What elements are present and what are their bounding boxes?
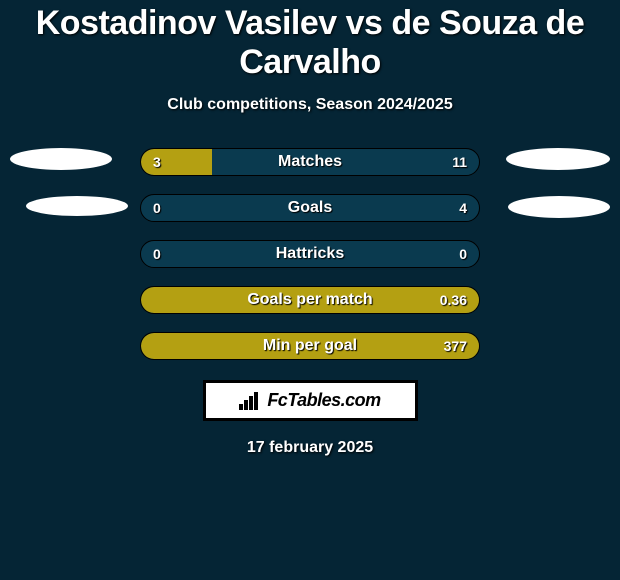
subtitle: Club competitions, Season 2024/2025 <box>0 96 620 114</box>
comparison-card: Kostadinov Vasilev vs de Souza de Carval… <box>0 0 620 457</box>
stat-label: Min per goal <box>141 337 479 355</box>
stat-bars: 3Matches110Goals40Hattricks0Goals per ma… <box>140 148 480 360</box>
stat-value-right: 11 <box>452 154 467 170</box>
stat-value-right: 0 <box>459 246 467 262</box>
stat-value-right: 0.36 <box>440 292 467 308</box>
stat-bar: Min per goal377 <box>140 332 480 360</box>
stat-value-right: 377 <box>444 338 467 354</box>
stat-bar: 0Hattricks0 <box>140 240 480 268</box>
left-avatars <box>10 148 128 216</box>
avatar-placeholder <box>506 148 610 170</box>
brand-text: FcTables.com <box>267 390 380 411</box>
right-avatars <box>506 148 610 218</box>
stat-label: Hattricks <box>141 245 479 263</box>
stat-bar: 0Goals4 <box>140 194 480 222</box>
page-title: Kostadinov Vasilev vs de Souza de Carval… <box>0 4 620 82</box>
stat-area: 3Matches110Goals40Hattricks0Goals per ma… <box>0 148 620 360</box>
avatar-placeholder <box>26 196 128 216</box>
stat-label: Matches <box>141 153 479 171</box>
stat-bar: 3Matches11 <box>140 148 480 176</box>
stat-label: Goals <box>141 199 479 217</box>
brand-box[interactable]: FcTables.com <box>203 380 418 421</box>
stat-value-right: 4 <box>459 200 467 216</box>
date-label: 17 february 2025 <box>0 439 620 457</box>
stat-bar: Goals per match0.36 <box>140 286 480 314</box>
brand-bar-icon <box>239 392 261 410</box>
stat-label: Goals per match <box>141 291 479 309</box>
avatar-placeholder <box>10 148 112 170</box>
avatar-placeholder <box>508 196 610 218</box>
